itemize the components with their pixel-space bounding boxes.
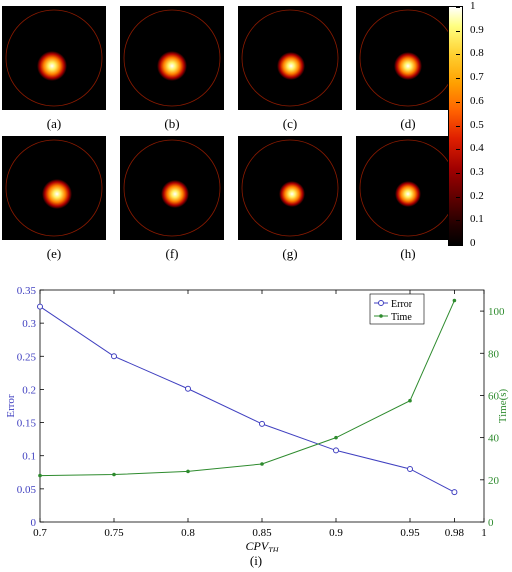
y-left-tick-label: 0.1 <box>22 451 36 463</box>
data-point-time <box>112 472 116 477</box>
panel-label-e: (e) <box>46 246 62 261</box>
panel-label-h: (h) <box>400 246 416 261</box>
y-right-tick-label: 0 <box>488 517 494 529</box>
data-point-error <box>333 447 339 454</box>
line-chart: 0.7 0.75 0.8 0.85 0.9 0.95 0.98 100.050.10.150.… <box>5 285 509 552</box>
y-left-tick-label: 0.05 <box>17 484 37 496</box>
colorbar-tick-mark <box>456 101 460 103</box>
panel-label-d: (d) <box>400 116 416 131</box>
colorbar-tick-label: 0.7 <box>470 71 484 84</box>
colorbar-tick-mark <box>456 172 460 174</box>
legend-label-time: Time <box>391 312 412 323</box>
data-point-time <box>38 473 42 478</box>
heatmap-panel-h <box>356 136 460 240</box>
legend-marker-time <box>379 314 383 318</box>
colorbar-tick-mark <box>456 78 460 80</box>
y-right-tick-label: 100 <box>488 306 505 318</box>
data-point-error <box>185 385 191 392</box>
data-point-time <box>260 462 264 466</box>
colorbar-tick-mark <box>456 125 460 127</box>
series-line-error <box>39 306 455 493</box>
data-point-time <box>452 298 457 303</box>
x-tick-label: 0.85 <box>252 527 272 539</box>
data-point-error <box>451 489 458 496</box>
colorbar-tick-mark <box>456 54 460 56</box>
heatmap-panel-d <box>356 6 460 110</box>
data-point-error <box>37 303 43 310</box>
data-point-error <box>111 353 117 360</box>
colorbar-tick-mark <box>456 30 460 32</box>
legend-box <box>369 293 425 325</box>
colorbar-tick-label: 0.9 <box>470 23 484 36</box>
x-tick-label: 0.95 <box>400 527 420 539</box>
y-right-tick-label: 60 <box>488 390 500 402</box>
y-left-tick-label: 0.25 <box>17 351 37 363</box>
colorbar-tick-mark <box>456 244 460 245</box>
y-right-tick-label: 80 <box>488 348 500 360</box>
colorbar-tick-mark <box>456 220 460 222</box>
panel-label-g: (g) <box>282 246 298 261</box>
data-point-time <box>408 398 412 403</box>
x-tick-label: 0.98 <box>445 527 465 539</box>
colorbar-tick-label: 0.4 <box>470 142 484 155</box>
y-left-tick-label: 0.2 <box>22 384 36 396</box>
y-right-tick-label: 20 <box>488 475 500 487</box>
heatmap-panel-a <box>2 6 106 110</box>
series-line-time <box>39 300 455 477</box>
y-left-axis-label: Error <box>5 394 17 418</box>
colorbar-tick-mark <box>456 196 460 198</box>
colorbar-tick-label: 0.5 <box>470 118 484 131</box>
heatmap-panel-c <box>238 6 342 110</box>
colorbar <box>448 6 463 246</box>
data-point-time <box>186 469 190 474</box>
panel-label-b: (b) <box>164 116 180 131</box>
x-axis-label: CPVTH <box>246 539 280 552</box>
colorbar-tick-label: 0 <box>470 237 476 249</box>
heatmap-panel-b <box>120 6 224 110</box>
legend-label-error: Error <box>391 299 413 310</box>
y-left-tick-label: 0.15 <box>17 418 37 430</box>
heatmap-panel-f <box>120 136 224 240</box>
y-left-tick-label: 0 <box>31 517 37 529</box>
colorbar-tick-label: 0.6 <box>470 94 484 107</box>
panel-label-c: (c) <box>282 116 298 131</box>
colorbar-tick-label: 0.8 <box>470 47 484 60</box>
y-right-axis-label: Time(s) <box>497 388 509 423</box>
panel-label-a: (a) <box>46 116 62 131</box>
data-point-error <box>259 420 265 427</box>
x-axis-label-subscript: TH <box>268 546 279 552</box>
colorbar-tick-label: 0.1 <box>470 213 484 226</box>
y-left-tick-label: 0.3 <box>22 318 36 330</box>
colorbar-tick-label: 0.2 <box>470 189 484 202</box>
colorbar-tick-label: 0.3 <box>470 165 484 178</box>
colorbar-tick-mark <box>456 7 460 8</box>
colorbar-tick-mark <box>456 149 460 151</box>
y-right-tick-label: 40 <box>488 433 500 445</box>
colorbar-tick-label: 1 <box>470 0 476 12</box>
data-point-time <box>334 435 338 440</box>
legend-marker-error <box>378 300 384 306</box>
x-tick-label: 0.8 <box>181 527 195 539</box>
x-tick-label: 1 <box>481 527 487 539</box>
y-left-tick-label: 0.35 <box>17 285 37 297</box>
chart-label: (i) <box>249 553 263 568</box>
heatmap-panel-g <box>238 136 342 240</box>
heatmap-panel-e <box>2 136 106 240</box>
panel-label-f: (f) <box>165 246 179 261</box>
x-tick-label: 0.9 <box>329 527 343 539</box>
x-tick-label: 0.75 <box>104 527 124 539</box>
plot-frame <box>39 289 485 523</box>
data-point-error <box>407 465 413 472</box>
x-tick-label: 0.7 <box>33 527 47 539</box>
